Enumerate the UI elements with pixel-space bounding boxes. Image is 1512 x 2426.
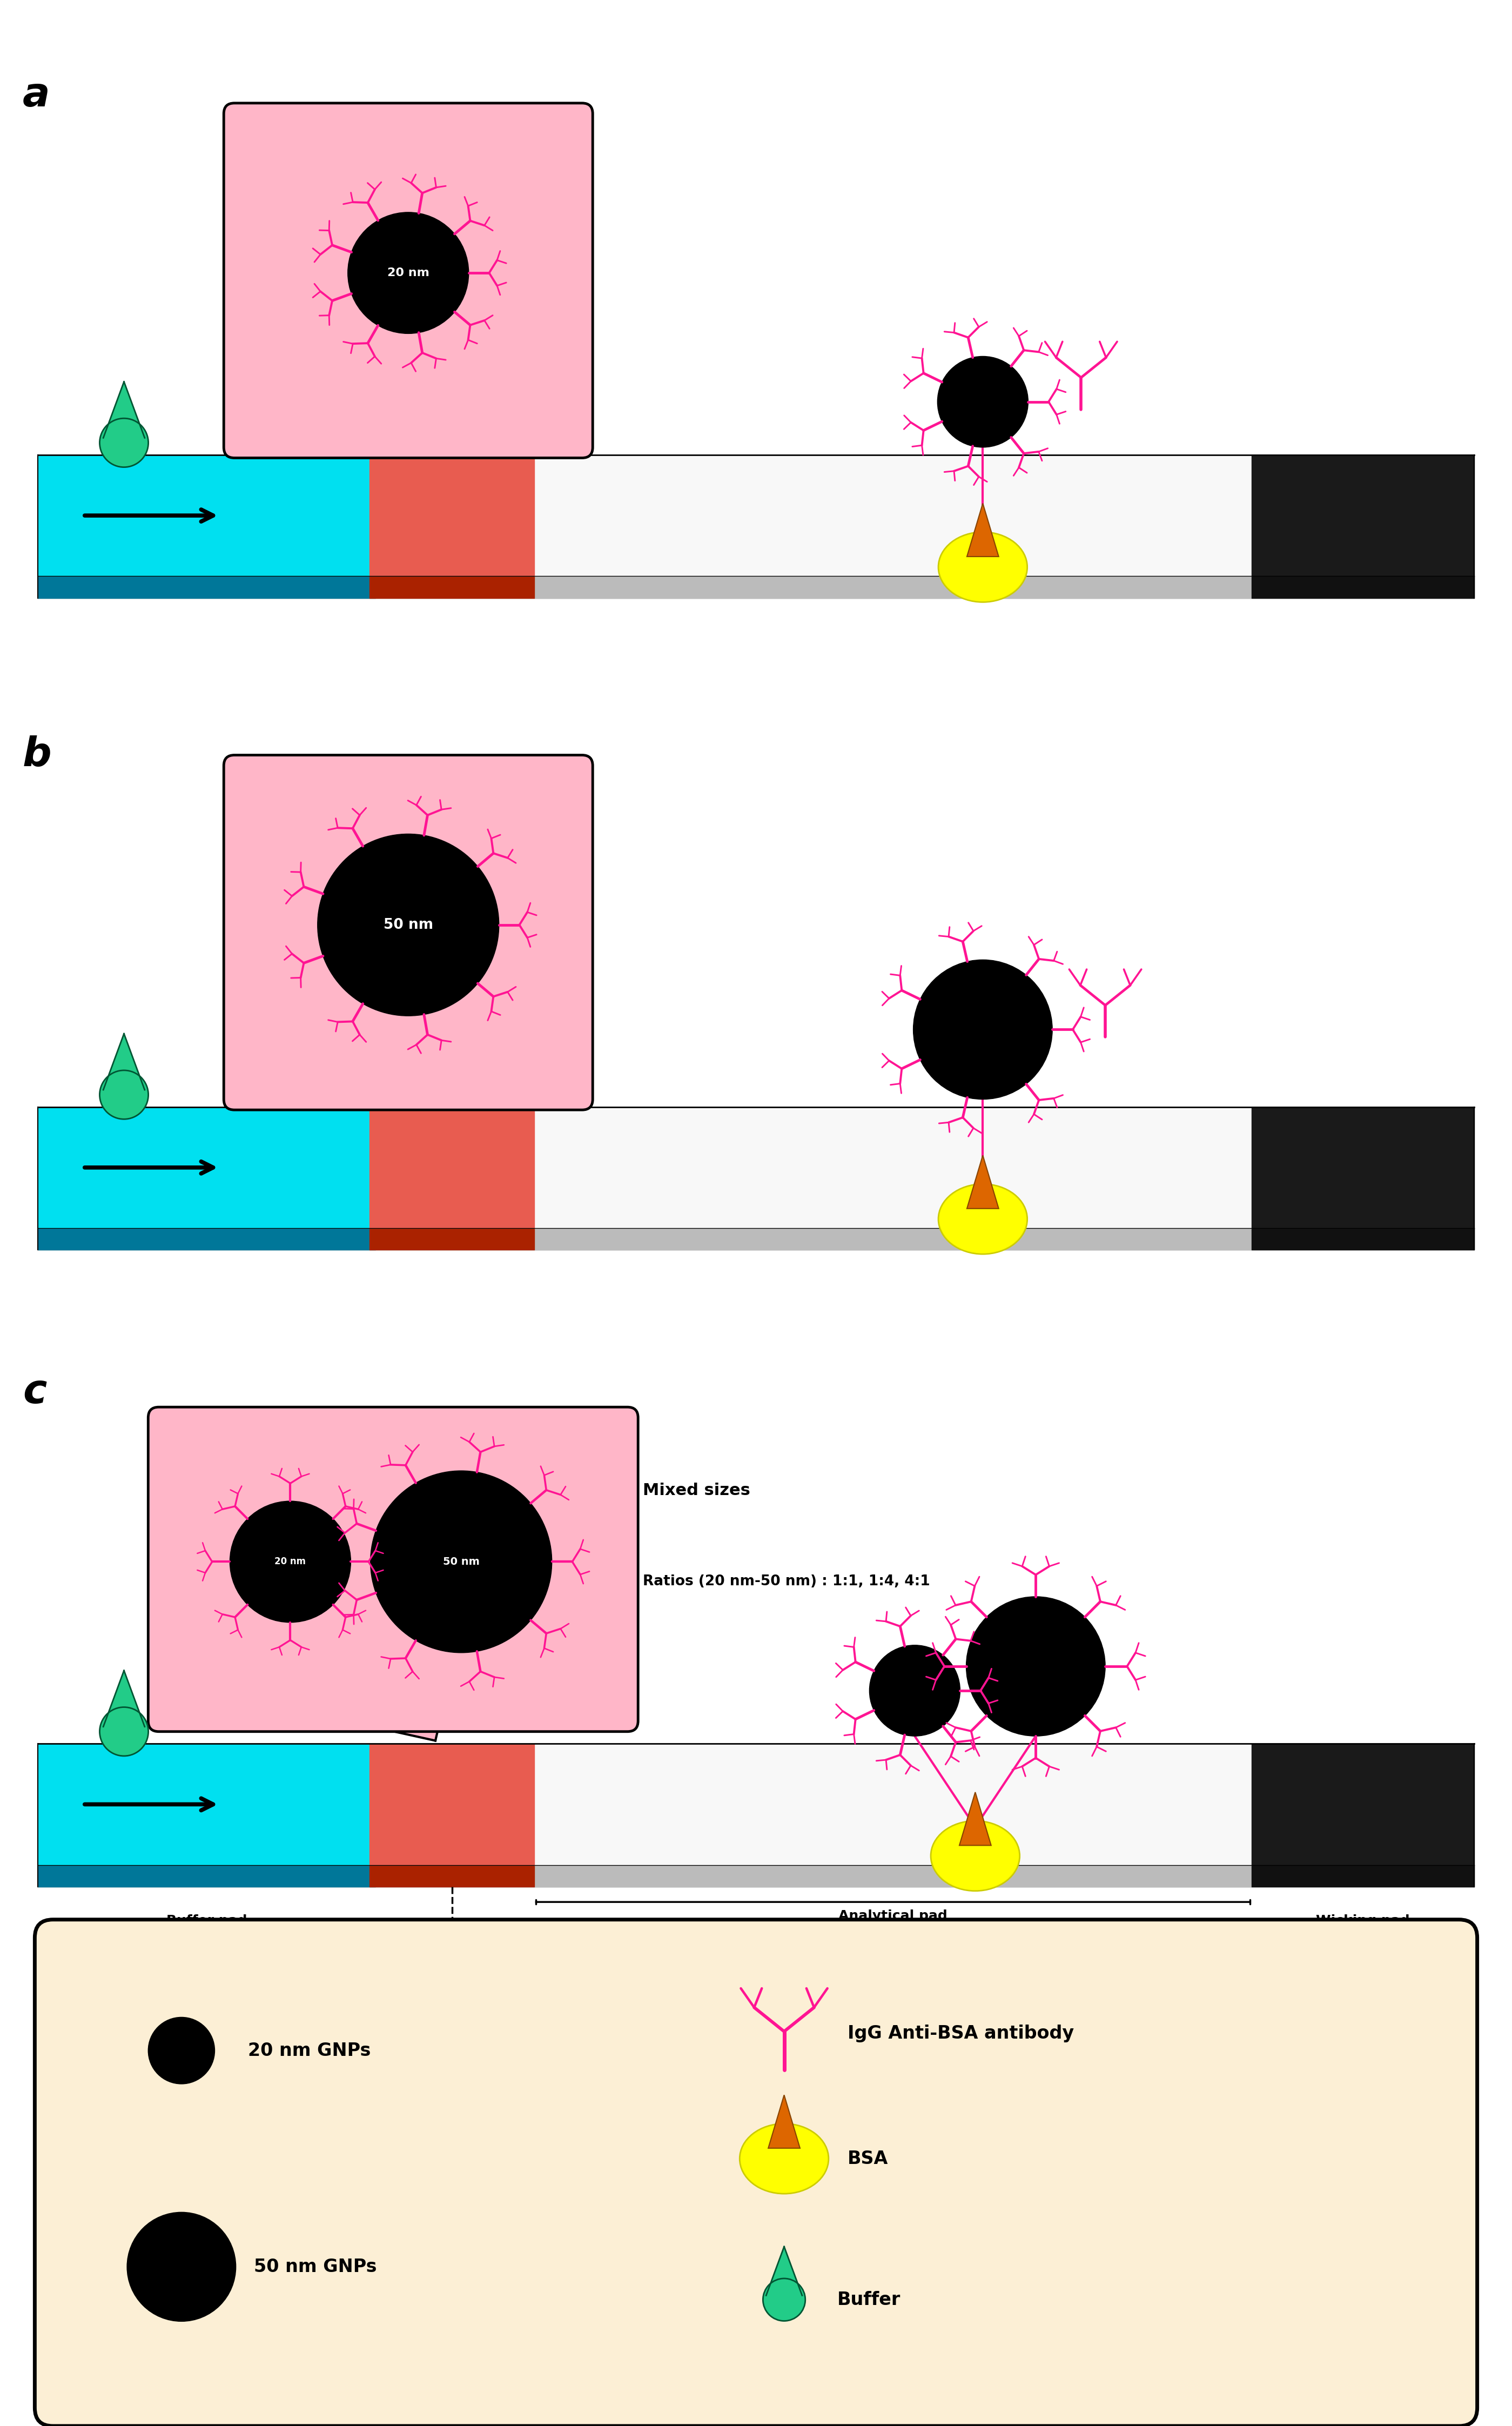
Text: Wicking pad: Wicking pad [1315,1914,1409,1926]
Polygon shape [346,1720,440,1742]
Text: 20 nm: 20 nm [387,267,429,279]
Ellipse shape [931,1822,1019,1890]
Circle shape [913,961,1052,1099]
FancyBboxPatch shape [35,1919,1477,2426]
Circle shape [230,1502,351,1623]
Text: Buffer: Buffer [838,2290,900,2310]
FancyBboxPatch shape [224,102,593,459]
Ellipse shape [939,1184,1027,1254]
Circle shape [348,213,469,332]
Polygon shape [959,1793,992,1846]
Text: Mixed sizes: Mixed sizes [643,1482,750,1499]
Circle shape [370,1470,552,1652]
Text: IgG Anti-BSA antibody: IgG Anti-BSA antibody [848,2023,1074,2043]
Ellipse shape [739,2123,829,2193]
Polygon shape [103,1672,145,1727]
Ellipse shape [939,531,1027,602]
Text: 50 nm GNPs: 50 nm GNPs [254,2259,376,2276]
Polygon shape [968,1155,999,1208]
Circle shape [100,417,148,468]
Circle shape [764,2278,806,2322]
Text: b: b [23,735,51,774]
Text: BSA: BSA [848,2149,889,2166]
Text: Analytical pad: Analytical pad [839,1909,948,1921]
Text: a: a [23,75,50,116]
Circle shape [100,1708,148,1756]
Circle shape [100,1070,148,1118]
Text: 20 nm: 20 nm [275,1557,305,1567]
Circle shape [869,1645,960,1737]
Text: 50 nm: 50 nm [384,917,432,932]
Circle shape [966,1596,1105,1737]
Text: 20 nm GNPs: 20 nm GNPs [248,2043,370,2060]
Polygon shape [768,2096,800,2147]
Circle shape [937,357,1028,446]
Circle shape [148,2018,215,2084]
FancyBboxPatch shape [224,754,593,1111]
Polygon shape [767,2246,801,2295]
Polygon shape [373,1099,443,1104]
FancyBboxPatch shape [148,1407,638,1732]
Polygon shape [103,1033,145,1089]
Text: c: c [23,1373,47,1412]
Text: Conjugate pad: Conjugate pad [396,1965,508,1980]
Text: Ratios (20 nm-50 nm) : 1:1, 1:4, 4:1: Ratios (20 nm-50 nm) : 1:1, 1:4, 4:1 [643,1574,930,1589]
Text: 50 nm: 50 nm [443,1557,479,1567]
Polygon shape [103,381,145,437]
Circle shape [318,835,499,1016]
Polygon shape [373,446,443,451]
Text: Buffer pad: Buffer pad [166,1914,246,1926]
Circle shape [127,2213,236,2322]
Polygon shape [968,505,999,556]
